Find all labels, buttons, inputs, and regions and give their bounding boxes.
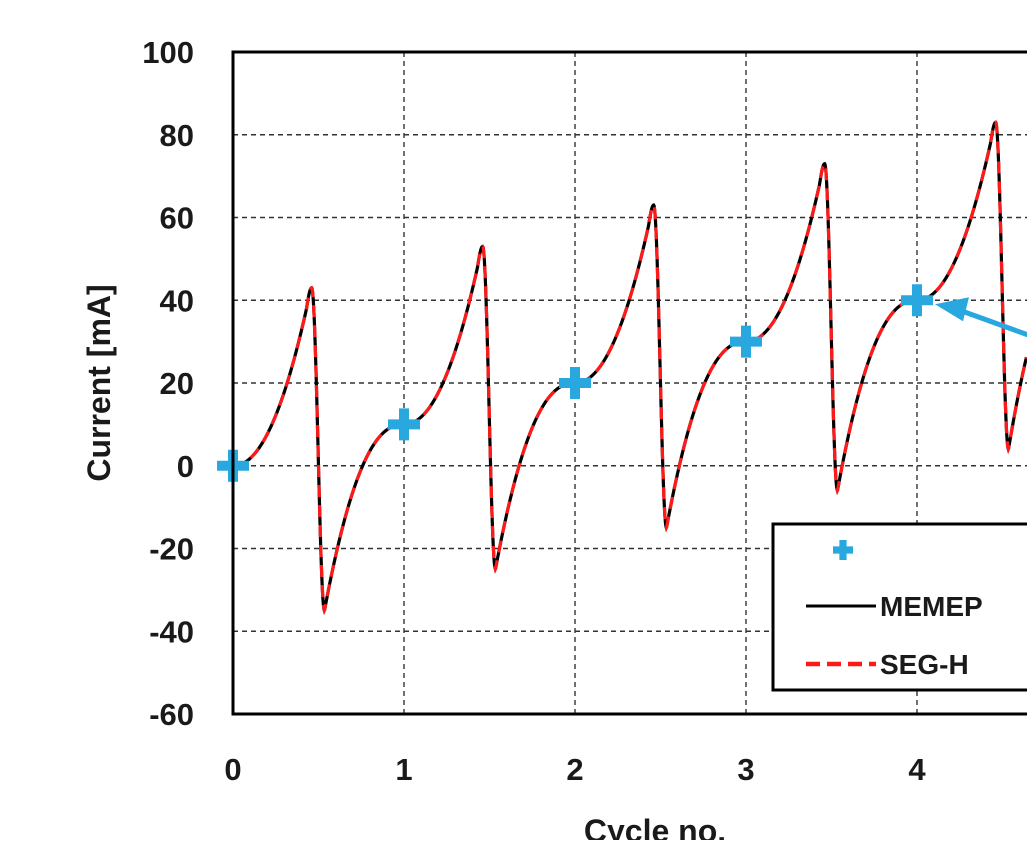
- y-tick-label: 20: [160, 366, 194, 401]
- x-tick-label: 2: [566, 752, 583, 787]
- plus-marker: [730, 325, 762, 358]
- legend: MEMEP SEG-H: [771, 522, 1027, 692]
- y-tick-label: 100: [142, 35, 194, 70]
- annotation-arrow: [935, 297, 1027, 338]
- legend-entry-segh: SEG-H: [806, 649, 969, 680]
- y-tick-label: -60: [149, 697, 194, 732]
- plus-marker: [901, 284, 933, 317]
- x-tick-label: 4: [908, 752, 926, 787]
- legend-label-segh: SEG-H: [880, 649, 969, 680]
- plot-frame: [231, 50, 1027, 716]
- line-segh: [233, 120, 1027, 615]
- x-tick-label: 1: [395, 752, 412, 787]
- x-tick-label: 3: [737, 752, 754, 787]
- y-tick-label: 60: [160, 201, 194, 236]
- y-tick-label: -20: [149, 532, 194, 567]
- y-axis-title: Current [mA]: [81, 284, 117, 481]
- plus-icon: [833, 540, 853, 560]
- tick-labels: -60 -40 -20 0 20 40 60 80 100 0 1 2 3 4: [142, 35, 926, 787]
- plus-marker: [388, 408, 420, 441]
- y-tick-label: 80: [160, 118, 194, 153]
- plus-marker: [559, 367, 591, 399]
- arrow-shaft: [956, 306, 1027, 338]
- x-tick-label: 0: [224, 752, 241, 787]
- y-tick-label: 40: [160, 283, 194, 318]
- y-tick-label: 0: [177, 449, 194, 484]
- legend-entry-memep: MEMEP: [806, 591, 983, 622]
- legend-entry-markers: [833, 540, 853, 560]
- arrow-head: [935, 297, 969, 322]
- y-tick-label: -40: [149, 614, 194, 649]
- grid: [233, 52, 1027, 714]
- legend-label-memep: MEMEP: [880, 591, 983, 622]
- curves: [233, 120, 1027, 615]
- x-axis-title: Cycle no.: [584, 813, 726, 840]
